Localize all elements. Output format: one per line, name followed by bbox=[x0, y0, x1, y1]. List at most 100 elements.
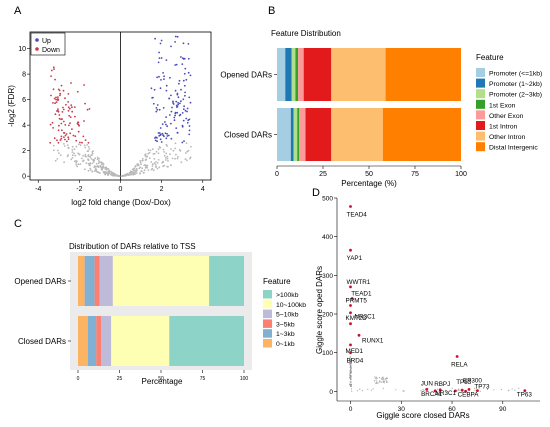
volcano-point bbox=[57, 96, 59, 98]
d-gene-point bbox=[349, 304, 352, 307]
volcano-point bbox=[137, 164, 139, 167]
d-gene-label: TEAD4 bbox=[347, 212, 368, 219]
volcano-point bbox=[151, 165, 154, 167]
d-background-point bbox=[350, 381, 352, 383]
volcano-point bbox=[77, 143, 80, 146]
volcano-point bbox=[83, 144, 86, 147]
volcano-y-tick-label: 6 bbox=[22, 97, 26, 104]
volcano-point bbox=[146, 166, 149, 169]
volcano-point bbox=[53, 68, 55, 70]
volcano-point bbox=[183, 57, 186, 60]
volcano-point bbox=[87, 155, 89, 157]
d-background-point bbox=[381, 379, 383, 381]
volcano-point bbox=[52, 127, 54, 129]
volcano-point bbox=[147, 152, 150, 155]
d-background-point bbox=[451, 387, 453, 389]
volcano-point bbox=[78, 153, 81, 156]
volcano-point bbox=[51, 121, 54, 124]
d-y-tick-label: 300 bbox=[322, 273, 333, 280]
d-background-point bbox=[508, 389, 510, 391]
volcano-point bbox=[97, 162, 100, 165]
b-bar-segment bbox=[298, 48, 304, 101]
volcano-point bbox=[141, 159, 144, 162]
c-legend-swatch bbox=[263, 290, 272, 299]
volcano-point bbox=[154, 163, 157, 166]
volcano-point bbox=[155, 150, 158, 153]
volcano-point bbox=[105, 166, 108, 169]
volcano-point bbox=[63, 161, 65, 164]
d-background-point bbox=[378, 376, 380, 379]
volcano-point bbox=[79, 141, 81, 144]
volcano-point bbox=[67, 93, 70, 95]
volcano-point bbox=[184, 109, 187, 112]
volcano-point bbox=[123, 174, 126, 177]
volcano-point bbox=[174, 41, 177, 43]
volcano-point bbox=[93, 160, 95, 162]
d-gene-label: WWTR1 bbox=[347, 279, 371, 286]
b-legend-swatch bbox=[476, 131, 485, 141]
volcano-point bbox=[65, 133, 68, 135]
b-bar-segment bbox=[331, 108, 383, 161]
volcano-point bbox=[67, 106, 70, 109]
d-background-point bbox=[376, 382, 379, 384]
volcano-point bbox=[89, 167, 92, 170]
volcano-point bbox=[66, 140, 68, 143]
volcano-point bbox=[90, 154, 93, 156]
c-legend-swatch bbox=[263, 319, 272, 328]
volcano-point bbox=[175, 153, 177, 156]
volcano-point bbox=[55, 98, 57, 101]
volcano-point bbox=[186, 159, 188, 162]
volcano-point bbox=[180, 88, 182, 91]
c-bar-segment bbox=[78, 256, 85, 306]
volcano-point bbox=[182, 119, 185, 122]
panel-label-c: C bbox=[14, 218, 22, 230]
volcano-point bbox=[89, 156, 92, 159]
d-y-tick-label: 0 bbox=[329, 389, 333, 396]
volcano-point bbox=[144, 164, 147, 167]
volcano-point bbox=[98, 171, 100, 174]
volcano-point bbox=[175, 127, 178, 129]
volcano-y-tick-label: 8 bbox=[22, 72, 26, 79]
b-bar-segment bbox=[382, 108, 461, 161]
volcano-point bbox=[64, 138, 66, 141]
volcano-point bbox=[159, 138, 162, 141]
volcano-point bbox=[187, 57, 190, 60]
volcano-point bbox=[158, 57, 161, 59]
volcano-point bbox=[183, 72, 186, 75]
volcano-point bbox=[145, 155, 148, 158]
d-background-point bbox=[380, 377, 382, 379]
volcano-point bbox=[72, 134, 75, 137]
d-background-point bbox=[518, 387, 520, 389]
volcano-point bbox=[153, 152, 156, 155]
volcano-point bbox=[182, 108, 185, 110]
volcano-point bbox=[82, 135, 85, 138]
d-background-point bbox=[349, 363, 351, 365]
d-gene-point bbox=[349, 311, 352, 315]
volcano-point bbox=[184, 152, 187, 154]
volcano-point bbox=[67, 109, 70, 112]
volcano-point bbox=[103, 172, 105, 174]
d-background-point bbox=[372, 388, 374, 390]
volcano-point bbox=[66, 155, 69, 158]
volcano-point bbox=[108, 172, 110, 175]
volcano-point bbox=[73, 152, 75, 155]
volcano-point bbox=[151, 97, 154, 99]
d-gene-label: EP300 bbox=[463, 377, 482, 384]
volcano-point bbox=[77, 130, 80, 133]
volcano-point bbox=[58, 114, 61, 116]
d-gene-label: TP73 bbox=[474, 384, 490, 391]
volcano-point bbox=[188, 118, 191, 121]
b-x-tick-label: 75 bbox=[411, 171, 419, 178]
b-bar-segment bbox=[303, 48, 332, 101]
volcano-point bbox=[176, 105, 179, 108]
d-background-point bbox=[386, 377, 388, 379]
volcano-point bbox=[164, 159, 167, 161]
d-gene-label: CEBPA bbox=[458, 391, 480, 398]
volcano-point bbox=[57, 149, 59, 152]
volcano-point bbox=[164, 132, 167, 135]
volcano-point bbox=[163, 78, 165, 80]
volcano-point bbox=[68, 124, 70, 127]
volcano-point bbox=[156, 137, 158, 139]
volcano-point bbox=[54, 78, 56, 81]
c-legend-swatch bbox=[263, 299, 272, 309]
